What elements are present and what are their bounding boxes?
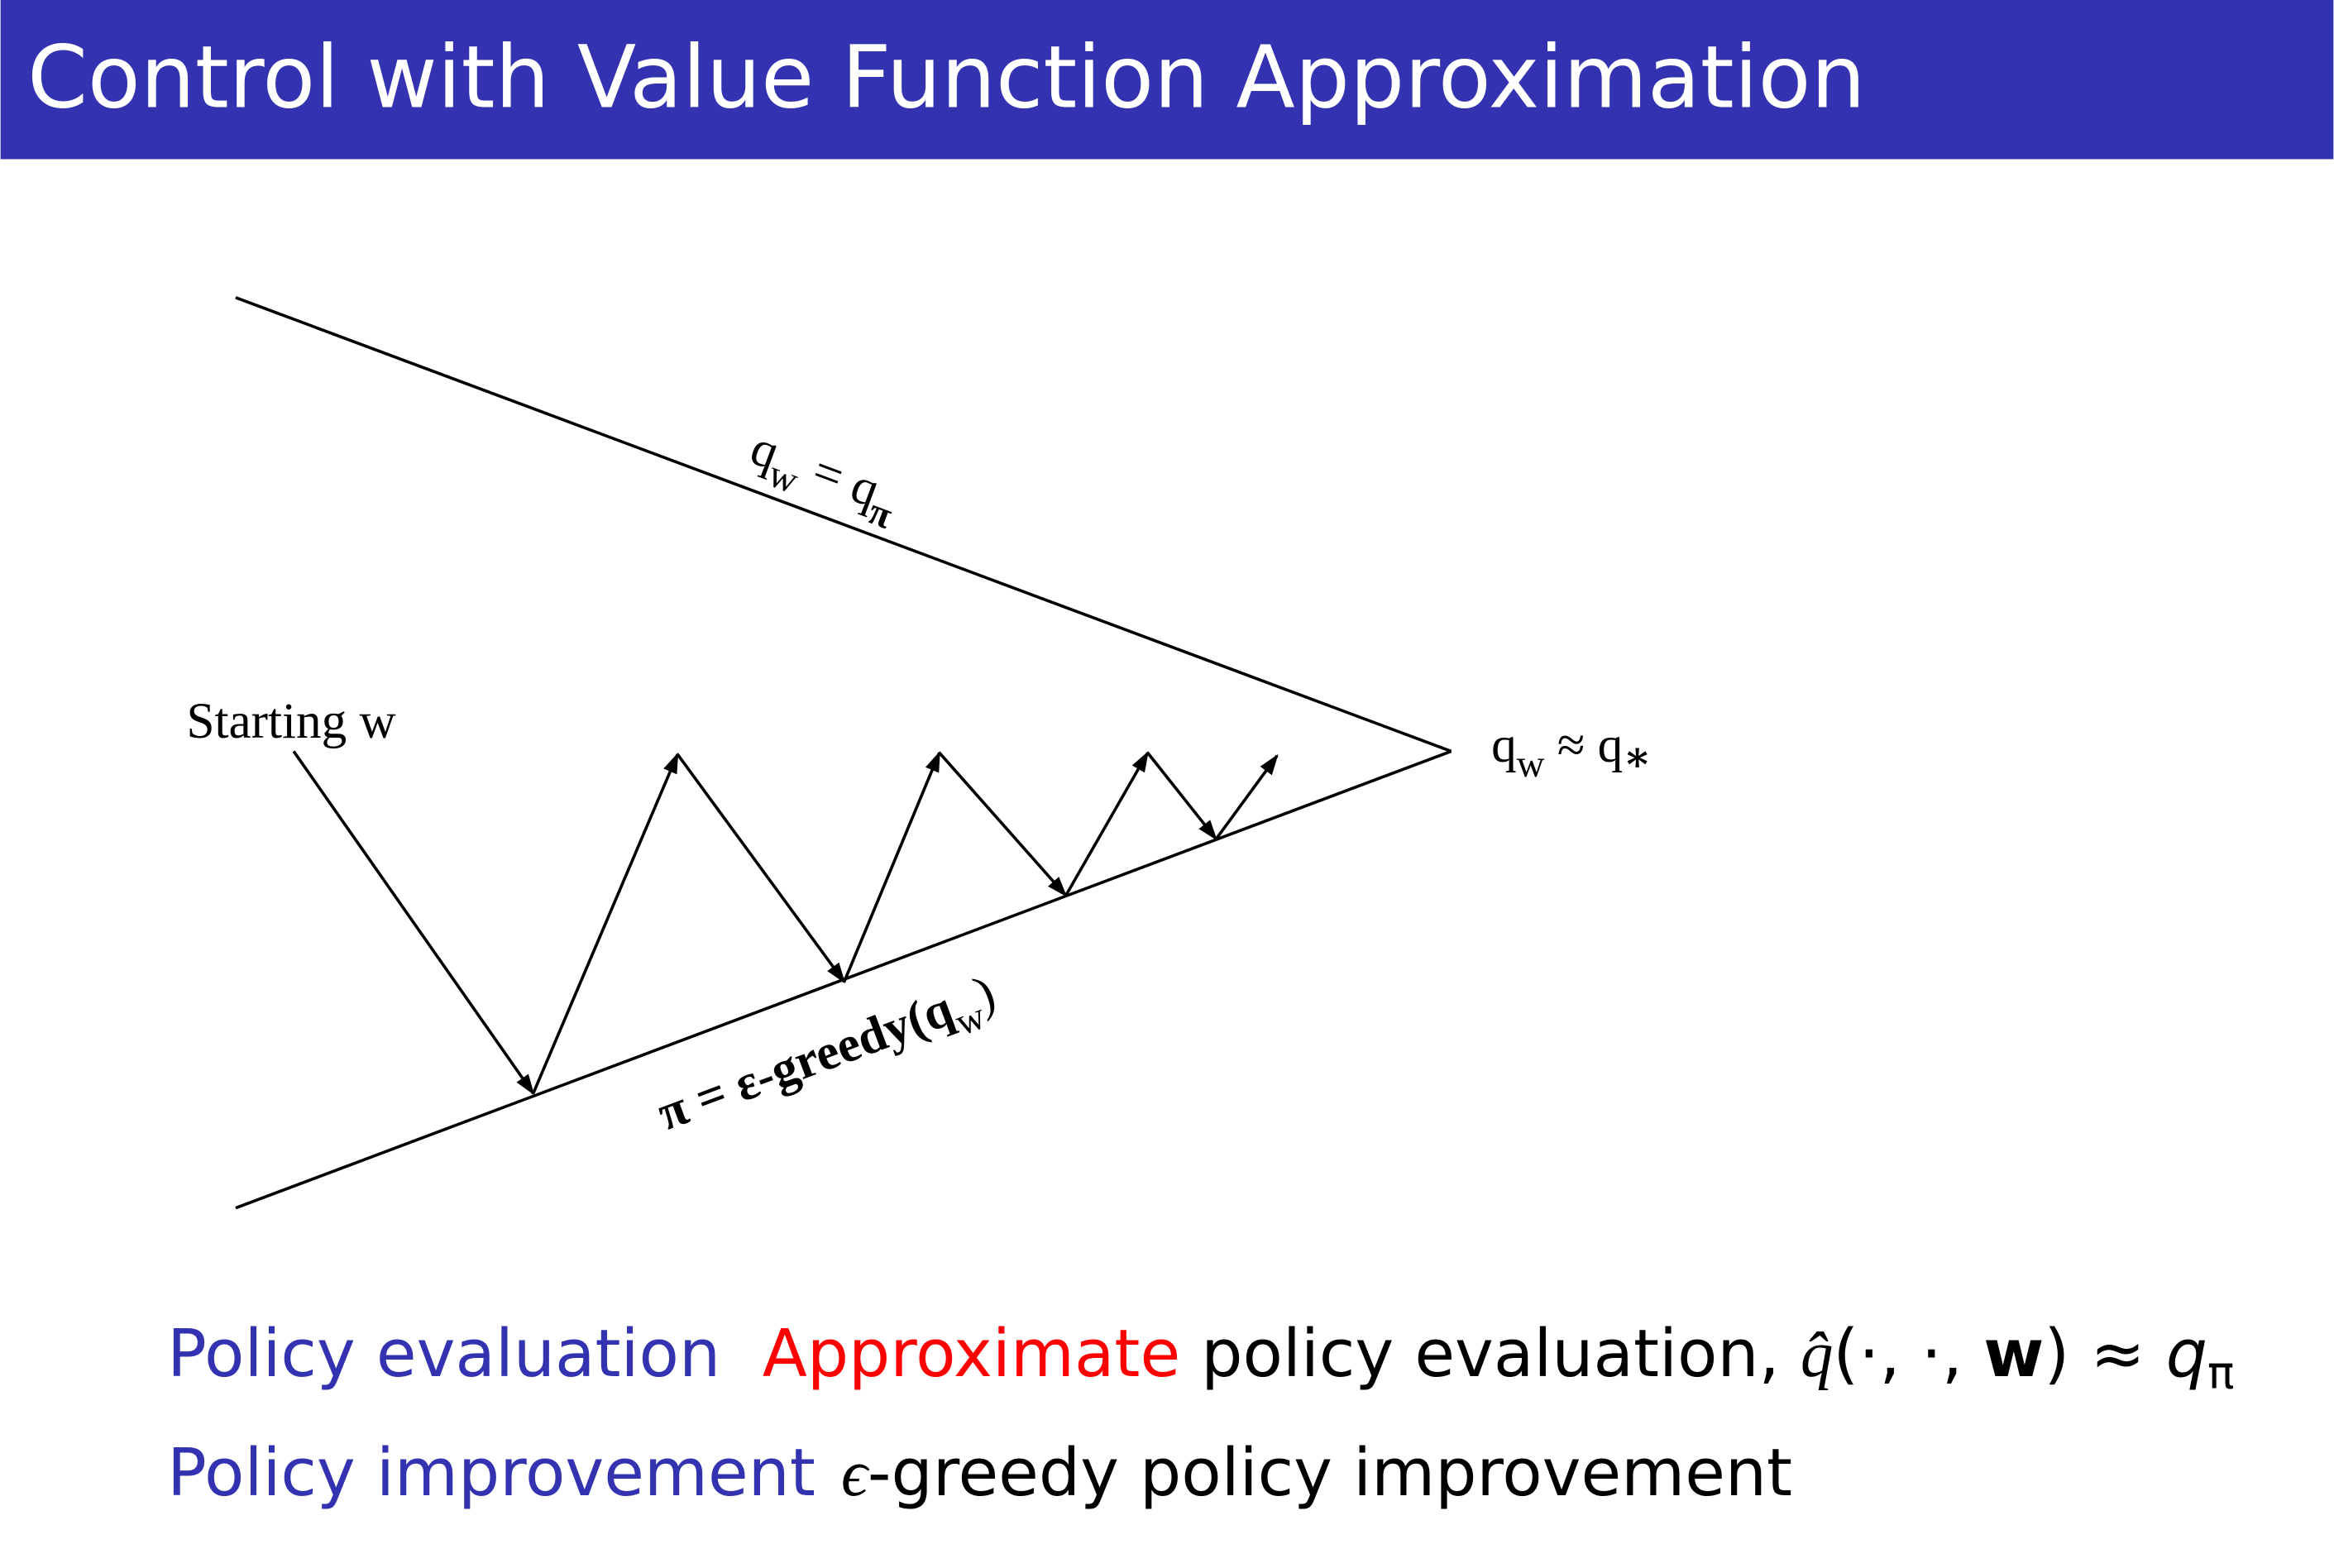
math: ) ≈	[2044, 1316, 2165, 1392]
arrow	[532, 752, 679, 1094]
row-text: policy evaluation,	[1180, 1316, 1801, 1392]
arrow	[842, 750, 941, 982]
start-label: Starting w	[187, 693, 396, 749]
math: ϵ	[841, 1437, 870, 1510]
arrow	[938, 752, 1068, 897]
row-text: -greedy policy improvement	[868, 1435, 1792, 1511]
top-label: qw = qπ	[739, 419, 907, 538]
math: q	[2166, 1316, 2207, 1392]
diagram: Starting w qw = qπ π = ε-greedy(qw) qw ≈…	[187, 296, 1652, 1210]
label-part: q	[1491, 717, 1517, 773]
math-sub: π	[2207, 1346, 2234, 1398]
arrow	[1064, 751, 1150, 896]
arrow	[292, 750, 535, 1096]
title-bar	[0, 0, 2334, 160]
row: Policy improvement ϵ-greedy policy improv…	[167, 1435, 1792, 1511]
value-line	[235, 296, 1452, 753]
arrow	[1214, 753, 1279, 840]
arrows	[292, 750, 1279, 1096]
bottom-label: π = ε-greedy(qw)	[650, 964, 1007, 1153]
limit-label: qw ≈ q∗	[1491, 717, 1652, 786]
row-heading: Policy improvement	[167, 1435, 815, 1511]
label-part: π = ε-greedy(q	[650, 980, 960, 1141]
slide-title: Control with Value Function Approximatio…	[27, 27, 1866, 128]
label-sub: ∗	[1623, 734, 1652, 780]
label-sub: w	[1517, 743, 1545, 786]
row: Policy evaluation Approximate policy eval…	[167, 1316, 2234, 1398]
math: (·, ·,	[1833, 1316, 1983, 1392]
math: w	[1983, 1316, 2044, 1392]
label-part: ≈ q	[1545, 717, 1624, 773]
math: q̂	[1801, 1318, 1834, 1391]
arrow	[676, 753, 846, 984]
arrow	[1146, 752, 1217, 841]
highlight: Approximate	[763, 1316, 1180, 1392]
row-heading: Policy evaluation	[167, 1316, 720, 1392]
